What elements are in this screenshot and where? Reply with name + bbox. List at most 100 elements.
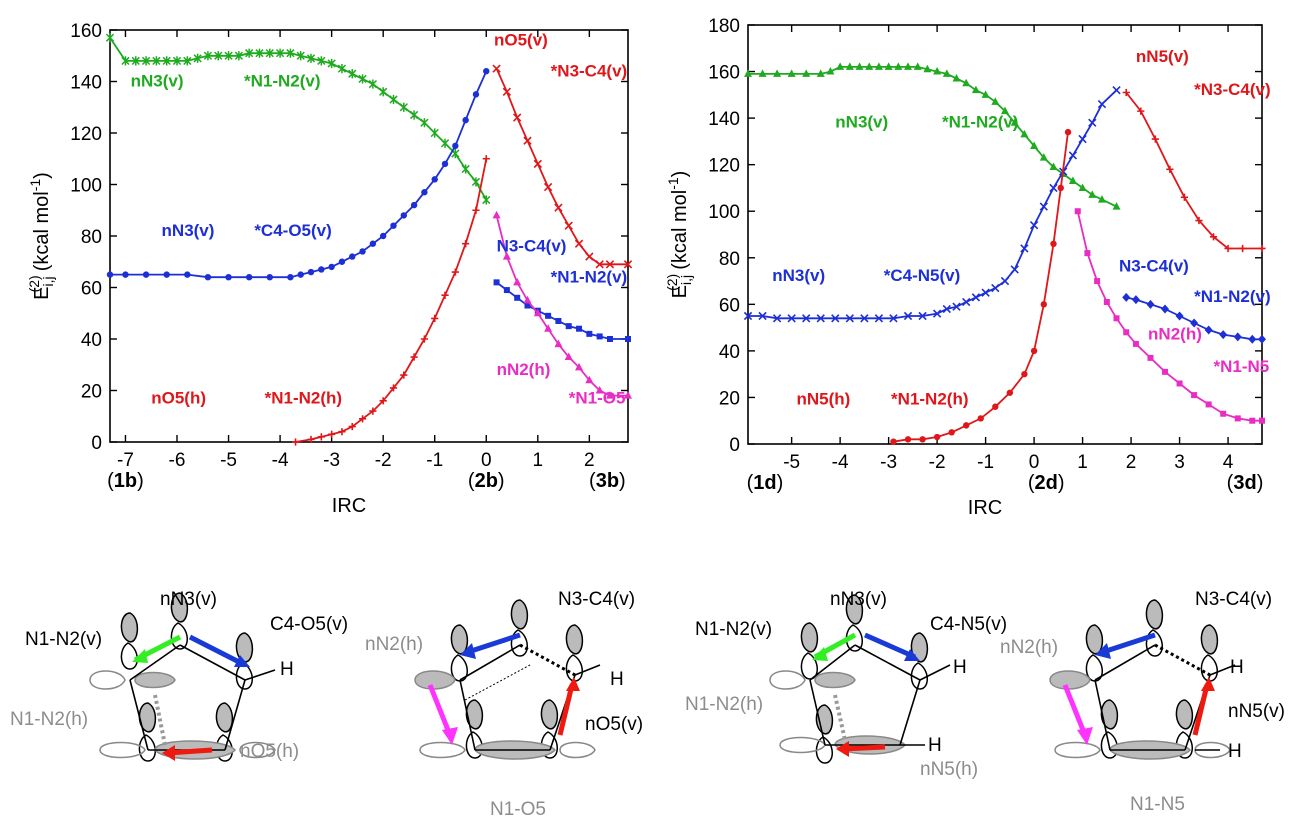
mol-label: N1-N2(h) bbox=[10, 709, 88, 730]
data-point bbox=[1259, 417, 1265, 424]
annotation: *N1-N2(h) bbox=[265, 388, 342, 407]
data-point bbox=[991, 97, 1000, 105]
data-point bbox=[1132, 340, 1139, 347]
data-point bbox=[952, 302, 961, 311]
y-axis-label-part: i,j bbox=[40, 276, 56, 286]
data-point bbox=[106, 271, 114, 278]
data-point bbox=[328, 430, 336, 438]
bonds bbox=[809, 644, 951, 746]
arrows bbox=[1062, 632, 1215, 745]
data-point bbox=[826, 67, 835, 75]
data-point bbox=[962, 78, 971, 87]
y-axis-label-part: (kcal mol bbox=[31, 191, 53, 271]
data-point bbox=[894, 62, 903, 70]
data-point bbox=[461, 164, 470, 174]
y-axis-label-part: -1 bbox=[27, 179, 43, 192]
data-point bbox=[441, 160, 449, 168]
data-point bbox=[234, 51, 243, 61]
data-point bbox=[1123, 329, 1130, 336]
series-line bbox=[1076, 210, 1262, 422]
data-point bbox=[462, 240, 470, 248]
mol-label: nN2(h) bbox=[1000, 637, 1058, 658]
data-point bbox=[472, 206, 480, 214]
data-point bbox=[1137, 107, 1145, 115]
series-line bbox=[496, 281, 628, 340]
data-point bbox=[586, 330, 593, 337]
data-point bbox=[904, 436, 912, 443]
data-point bbox=[297, 271, 304, 278]
data-point bbox=[513, 277, 522, 286]
data-point bbox=[787, 69, 796, 77]
x-axis-label: IRC bbox=[332, 495, 366, 517]
data-point bbox=[831, 314, 840, 323]
mol-label: C4-N5(v) bbox=[930, 614, 1007, 635]
mol-label: C4-O5(v) bbox=[270, 614, 348, 635]
y-axis-label-part: (2) bbox=[26, 275, 42, 292]
data-point bbox=[121, 56, 130, 66]
data-point bbox=[379, 232, 387, 240]
mol-label: N1-N5 bbox=[1130, 794, 1185, 815]
data-point bbox=[1191, 392, 1198, 399]
mol-label: H bbox=[1230, 657, 1244, 678]
data-point bbox=[328, 263, 335, 271]
x-tick-label: 2 bbox=[584, 450, 595, 471]
point-label-post: ) bbox=[1257, 472, 1264, 494]
data-point bbox=[163, 271, 170, 278]
mol-label: N1-N2(h) bbox=[685, 694, 763, 715]
data-point bbox=[585, 375, 594, 384]
data-point bbox=[574, 239, 584, 248]
data-point bbox=[1088, 190, 1097, 198]
data-point bbox=[431, 314, 439, 322]
data-point bbox=[245, 274, 253, 281]
series bbox=[743, 86, 1121, 323]
series-line bbox=[110, 70, 488, 279]
data-point bbox=[482, 195, 491, 205]
data-point bbox=[390, 222, 397, 229]
arrows bbox=[132, 634, 250, 761]
data-point bbox=[1166, 165, 1174, 173]
bonds bbox=[1094, 643, 1236, 751]
annotation: *N1-O5 bbox=[569, 388, 626, 407]
data-point bbox=[595, 386, 604, 394]
x-tick-label: -4 bbox=[272, 450, 289, 471]
data-point bbox=[306, 53, 316, 63]
data-point bbox=[348, 69, 357, 79]
data-point bbox=[420, 335, 429, 343]
y-tick-label: 40 bbox=[719, 342, 740, 363]
series bbox=[1122, 88, 1266, 253]
annotation: nN2(h) bbox=[1148, 324, 1202, 343]
mol-label: nN3(v) bbox=[830, 589, 887, 610]
series bbox=[291, 155, 490, 446]
data-point bbox=[855, 62, 864, 70]
x-tick-label: -5 bbox=[783, 452, 800, 473]
data-point bbox=[565, 323, 572, 330]
data-point bbox=[1001, 106, 1009, 115]
x-tick-label: -2 bbox=[929, 452, 946, 473]
y-tick-label: 80 bbox=[719, 249, 740, 270]
data-point bbox=[1020, 129, 1029, 138]
series-line bbox=[1125, 91, 1262, 250]
point-label-post: ) bbox=[1058, 472, 1065, 494]
point-label: (2b) bbox=[468, 470, 505, 492]
data-point bbox=[369, 407, 377, 415]
data-point bbox=[962, 297, 971, 307]
y-tick-label: 160 bbox=[708, 63, 740, 84]
data-point bbox=[203, 51, 213, 61]
data-point bbox=[991, 283, 1000, 293]
data-point bbox=[431, 176, 438, 183]
data-point bbox=[1088, 118, 1097, 127]
data-point bbox=[544, 324, 553, 332]
data-point bbox=[183, 56, 192, 66]
data-point bbox=[952, 74, 961, 82]
x-tick-label: 2 bbox=[1126, 452, 1137, 473]
data-point bbox=[1258, 244, 1266, 253]
data-point bbox=[420, 118, 429, 128]
data-point bbox=[845, 314, 854, 323]
annotation: nN3(v) bbox=[772, 266, 825, 285]
y-axis-label-part: (2) bbox=[664, 274, 680, 291]
point-label: (3b) bbox=[589, 470, 626, 492]
data-point bbox=[919, 436, 926, 443]
annotation: *N1-N5 bbox=[1214, 357, 1270, 376]
data-point bbox=[152, 56, 161, 66]
series bbox=[744, 62, 1121, 210]
